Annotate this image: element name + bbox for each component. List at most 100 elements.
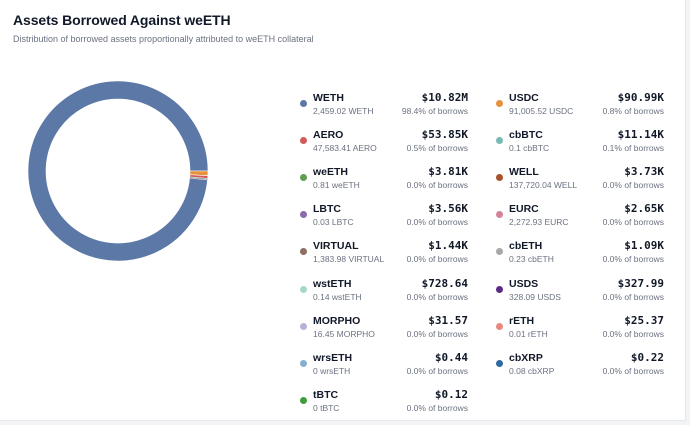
legend-color-dot: [300, 174, 307, 182]
legend-item[interactable]: WETH 2,459.02 WETH $10.82M 98.4% of borrows: [300, 88, 468, 118]
legend-item[interactable]: EURC 2,272.93 EURC $2.65K 0.0% of borrows: [496, 199, 664, 229]
legend-item-amount: 0.03 LBTC: [313, 217, 354, 228]
legend-item-percent: 0.0% of borrows: [602, 291, 664, 302]
donut-slice-wsteth[interactable]: [189, 178, 208, 180]
legend-item-value: $1.09K: [624, 239, 664, 253]
legend-item-amount: 47,583.41 AERO: [313, 143, 377, 154]
donut-slice-cbeth[interactable]: [189, 178, 208, 180]
legend-color-dot: [300, 396, 307, 404]
legend-item-value: $10.82M: [421, 91, 468, 104]
legend-item[interactable]: wstETH 0.14 wstETH $728.64 0.0% of borrows: [300, 274, 468, 304]
legend-item-amount: 0 wrsETH: [313, 365, 351, 376]
legend-item-value: $3.56K: [428, 202, 468, 216]
legend-color-dot: [300, 248, 307, 256]
legend-color-dot: [300, 137, 307, 145]
legend-item-value: $0.12: [434, 387, 468, 401]
legend-color-dot: [300, 211, 307, 219]
page-title: Assets Borrowed Against weETH: [13, 12, 231, 28]
legend-item[interactable]: MORPHO 16.45 MORPHO $31.57 0.0% of borrows: [300, 311, 468, 341]
donut-slice-usds[interactable]: [189, 178, 208, 180]
donut-slice-wrseth[interactable]: [189, 178, 208, 180]
legend-item[interactable]: AERO 47,583.41 AERO $53.85K 0.5% of borrows: [300, 125, 468, 155]
legend-item-amount: 0 tBTC: [313, 402, 340, 413]
legend-color-dot: [496, 174, 503, 182]
legend-item[interactable]: cbXRP 0.08 cbXRP $0.22 0.0% of borrows: [496, 348, 664, 378]
legend-item-name: WETH: [313, 92, 344, 104]
legend-color-dot: [496, 137, 503, 145]
legend-item-value: $0.44: [434, 350, 468, 364]
legend-item[interactable]: LBTC 0.03 LBTC $3.56K 0.0% of borrows: [300, 199, 468, 229]
legend-item-percent: 0.0% of borrows: [602, 254, 664, 265]
legend-item-value: $1.44K: [428, 239, 468, 253]
legend-item-amount: 0.14 wstETH: [313, 291, 362, 302]
legend-item-name: cbXRP: [509, 351, 543, 364]
legend-color-dot: [496, 285, 503, 293]
legend-item[interactable]: cbETH 0.23 cbETH $1.09K 0.0% of borrows: [496, 236, 664, 266]
legend-item-percent: 0.0% of borrows: [406, 365, 468, 376]
legend-item-value: $31.57: [428, 313, 468, 327]
legend-item-percent: 0.0% of borrows: [602, 180, 664, 191]
legend-item-name: AERO: [313, 129, 344, 142]
legend-color-dot: [496, 248, 503, 256]
legend-item-value: $3.73K: [624, 165, 664, 179]
legend-item-percent: 0.0% of borrows: [406, 291, 468, 302]
legend-item-name: cbBTC: [509, 129, 543, 142]
legend-item-amount: 2,459.02 WETH: [313, 106, 374, 116]
legend-item[interactable]: rETH 0.01 rETH $25.37 0.0% of borrows: [496, 311, 664, 341]
legend-item-amount: 0.08 cbXRP: [509, 365, 555, 376]
legend-item-value: $0.22: [630, 350, 664, 364]
legend-item-name: wstETH: [313, 277, 352, 290]
donut-slice-weth[interactable]: [27, 80, 209, 262]
donut-slice-virtual[interactable]: [189, 177, 208, 180]
donut-slice-eurc[interactable]: [189, 177, 208, 180]
legend-item-amount: 2,272.93 EURC: [509, 217, 569, 228]
legend-item-amount: 0.1 cbBTC: [509, 143, 550, 154]
legend-item[interactable]: weETH 0.81 weETH $3.81K 0.0% of borrows: [300, 162, 468, 192]
legend-item-amount: 91,005.52 USDC: [509, 106, 574, 116]
legend-item-value: $25.37: [624, 313, 664, 327]
legend-item-percent: 0.0% of borrows: [406, 402, 468, 413]
legend-item-name: wrsETH: [313, 351, 353, 364]
legend-item-amount: 1,383.98 VIRTUAL: [313, 254, 385, 265]
legend-item[interactable]: wrsETH 0 wrsETH $0.44 0.0% of borrows: [300, 348, 468, 378]
legend-color-dot: [300, 359, 307, 367]
legend-color-dot: [496, 322, 503, 330]
legend-item-name: cbETH: [509, 240, 543, 253]
donut-chart: [27, 80, 209, 262]
legend-item-percent: 0.0% of borrows: [406, 217, 468, 228]
legend-item[interactable]: tBTC 0 tBTC $0.12 0.0% of borrows: [300, 385, 468, 415]
legend-item-value: $11.14K: [617, 128, 664, 142]
legend-color-dot: [300, 285, 307, 293]
legend-item-percent: 0.0% of borrows: [406, 254, 468, 265]
legend-item[interactable]: VIRTUAL 1,383.98 VIRTUAL $1.44K 0.0% of bor…: [300, 236, 468, 266]
legend-item-name: EURC: [509, 203, 539, 216]
page-subtitle: Distribution of borrowed assets proporti…: [13, 34, 314, 44]
legend-item[interactable]: cbBTC 0.1 cbBTC $11.14K 0.1% of borrows: [496, 125, 664, 155]
legend-item-value: $3.81K: [428, 165, 468, 179]
donut-slice-well[interactable]: [189, 177, 208, 180]
donut-slice-morpho[interactable]: [189, 178, 208, 180]
legend-item-amount: 0.01 rETH: [509, 328, 548, 339]
legend-item-value: $53.85K: [421, 128, 468, 142]
donut-slice-aero[interactable]: [189, 174, 209, 179]
legend-item-amount: 137,720.04 WELL: [509, 180, 578, 191]
legend-item[interactable]: USDS 328.09 USDS $327.99 0.0% of borrows: [496, 274, 664, 304]
legend-item-name: MORPHO: [313, 314, 361, 327]
donut-slice-weeth[interactable]: [189, 177, 208, 180]
legend-item-name: USDS: [509, 277, 539, 290]
legend-item[interactable]: WELL 137,720.04 WELL $3.73K 0.0% of borrows: [496, 162, 664, 192]
legend-color-dot: [300, 100, 307, 107]
donut-slice-cbbtc[interactable]: [189, 176, 208, 180]
legend-item[interactable]: USDC 91,005.52 USDC $90.99K 0.8% of borrows: [496, 88, 664, 118]
legend-item-name: rETH: [509, 314, 535, 327]
legend-item-name: LBTC: [313, 203, 341, 216]
donut-slice-lbtc[interactable]: [189, 177, 208, 180]
legend-item-name: WELL: [509, 166, 539, 179]
legend-item-percent: 0.5% of borrows: [406, 143, 468, 154]
legend-item-percent: 0.0% of borrows: [406, 328, 468, 339]
legend-item-percent: 0.0% of borrows: [602, 217, 664, 228]
legend-item-name: USDC: [509, 92, 539, 104]
legend-color-dot: [496, 211, 503, 219]
donut-slice-reth[interactable]: [189, 178, 208, 180]
